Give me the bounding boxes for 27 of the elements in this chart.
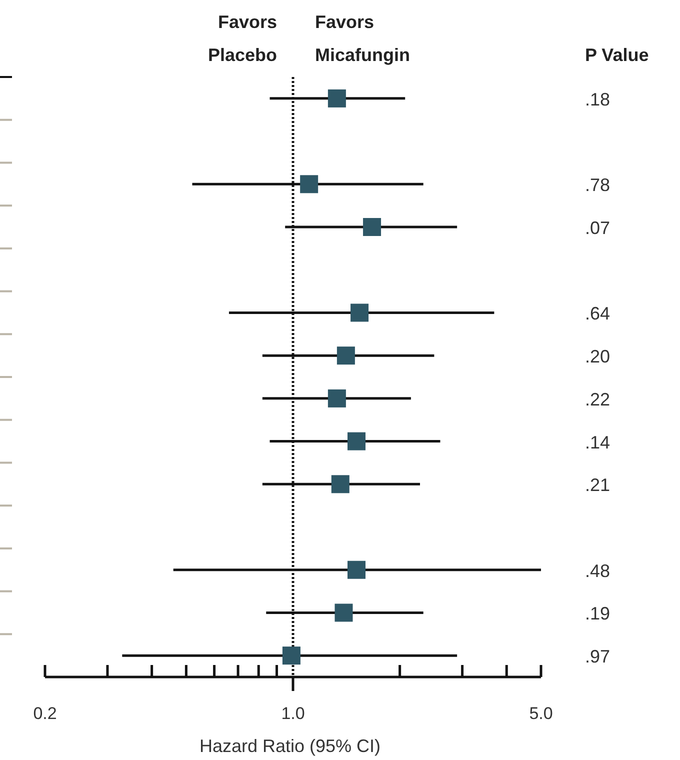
- point: [336, 346, 355, 365]
- point: [331, 475, 350, 494]
- x-tick-label: 5.0: [529, 704, 553, 724]
- text: .21: [585, 475, 610, 496]
- point: [328, 389, 346, 408]
- x-tick-label: 1.0: [281, 704, 305, 724]
- text: .22: [585, 389, 610, 410]
- point: [300, 175, 318, 194]
- point: [348, 432, 366, 450]
- text: .64: [585, 304, 610, 324]
- text: .20: [585, 346, 610, 367]
- text: Favors Placebo: [208, 12, 278, 65]
- text: .97: [585, 646, 610, 667]
- point: [334, 604, 353, 622]
- x-tick-label: 0.2: [33, 704, 57, 724]
- x-axis-title: Hazard Ratio (95% CI): [199, 736, 381, 756]
- text: P Value: [585, 45, 649, 65]
- point: [350, 304, 369, 322]
- text: .14: [585, 432, 610, 452]
- text: .07: [585, 218, 610, 238]
- text: .19: [585, 604, 610, 624]
- point: [348, 560, 366, 579]
- text: .18: [585, 89, 610, 110]
- text: .78: [585, 175, 610, 196]
- text: .48: [585, 560, 610, 581]
- text: Favors Micafungin: [315, 12, 410, 65]
- point: [328, 89, 346, 108]
